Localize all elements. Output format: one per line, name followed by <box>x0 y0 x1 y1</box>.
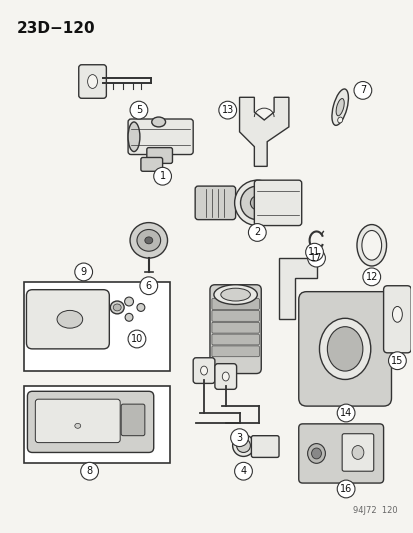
FancyBboxPatch shape <box>298 292 391 406</box>
Text: 10: 10 <box>131 334 143 344</box>
FancyBboxPatch shape <box>211 310 259 321</box>
FancyBboxPatch shape <box>27 391 153 453</box>
FancyBboxPatch shape <box>193 358 214 383</box>
Ellipse shape <box>327 327 362 371</box>
FancyBboxPatch shape <box>128 119 193 155</box>
Ellipse shape <box>200 366 207 375</box>
Ellipse shape <box>361 230 381 260</box>
Ellipse shape <box>337 117 342 123</box>
Ellipse shape <box>124 297 133 306</box>
Ellipse shape <box>356 224 386 266</box>
FancyBboxPatch shape <box>209 285 261 374</box>
Circle shape <box>128 330 145 348</box>
Circle shape <box>153 167 171 185</box>
Circle shape <box>81 462 98 480</box>
Ellipse shape <box>331 89 348 125</box>
Circle shape <box>75 263 93 281</box>
FancyBboxPatch shape <box>214 364 236 389</box>
Ellipse shape <box>110 301 124 314</box>
Ellipse shape <box>250 196 263 210</box>
Text: 4: 4 <box>240 466 246 476</box>
Text: 1: 1 <box>159 171 165 181</box>
Ellipse shape <box>137 303 145 311</box>
Ellipse shape <box>113 304 121 311</box>
Ellipse shape <box>232 435 254 456</box>
FancyBboxPatch shape <box>211 334 259 345</box>
Ellipse shape <box>137 230 160 251</box>
Circle shape <box>353 82 371 99</box>
Circle shape <box>362 268 380 286</box>
FancyBboxPatch shape <box>298 424 383 483</box>
Ellipse shape <box>311 448 320 459</box>
Ellipse shape <box>75 423 81 429</box>
Circle shape <box>337 404 354 422</box>
FancyBboxPatch shape <box>147 148 172 164</box>
FancyBboxPatch shape <box>211 298 259 310</box>
Circle shape <box>140 277 157 295</box>
Ellipse shape <box>125 313 133 321</box>
FancyBboxPatch shape <box>341 434 373 471</box>
Ellipse shape <box>307 443 325 463</box>
Text: 2: 2 <box>254 228 260 238</box>
Ellipse shape <box>130 223 167 258</box>
Ellipse shape <box>236 439 250 453</box>
Ellipse shape <box>57 310 83 328</box>
FancyBboxPatch shape <box>26 289 109 349</box>
Circle shape <box>248 223 266 241</box>
Text: 12: 12 <box>365 272 377 282</box>
Bar <box>24 386 170 463</box>
FancyBboxPatch shape <box>251 435 278 457</box>
Text: 8: 8 <box>86 466 93 476</box>
FancyBboxPatch shape <box>211 346 259 357</box>
Text: 94J72  120: 94J72 120 <box>352 506 396 515</box>
Ellipse shape <box>222 372 229 381</box>
Text: 5: 5 <box>135 105 142 115</box>
Circle shape <box>130 101 147 119</box>
Text: 14: 14 <box>339 408 351 418</box>
Ellipse shape <box>392 306 401 322</box>
Text: 13: 13 <box>221 105 233 115</box>
Circle shape <box>305 244 323 261</box>
Text: 16: 16 <box>339 484 351 494</box>
FancyBboxPatch shape <box>211 322 259 333</box>
Ellipse shape <box>152 117 165 127</box>
Bar <box>24 282 170 370</box>
Circle shape <box>387 352 405 369</box>
Circle shape <box>218 101 236 119</box>
Ellipse shape <box>240 186 273 220</box>
Text: 23D−120: 23D−120 <box>17 21 95 36</box>
FancyBboxPatch shape <box>35 399 120 442</box>
FancyBboxPatch shape <box>78 64 106 98</box>
FancyBboxPatch shape <box>140 157 162 171</box>
Ellipse shape <box>351 446 363 459</box>
FancyBboxPatch shape <box>121 404 145 435</box>
Ellipse shape <box>145 237 152 244</box>
Ellipse shape <box>234 180 279 225</box>
Polygon shape <box>278 258 316 319</box>
Ellipse shape <box>220 288 250 301</box>
FancyBboxPatch shape <box>195 186 235 220</box>
Text: 7: 7 <box>359 85 365 95</box>
FancyBboxPatch shape <box>254 180 301 225</box>
Text: 15: 15 <box>390 356 403 366</box>
Circle shape <box>337 480 354 498</box>
FancyBboxPatch shape <box>383 286 410 353</box>
Ellipse shape <box>128 122 140 151</box>
Ellipse shape <box>335 99 343 116</box>
Text: 6: 6 <box>145 281 152 290</box>
Ellipse shape <box>319 318 370 379</box>
Circle shape <box>234 462 252 480</box>
Text: 3: 3 <box>236 433 242 443</box>
Ellipse shape <box>88 75 97 88</box>
Text: 9: 9 <box>81 267 87 277</box>
Circle shape <box>307 249 325 267</box>
Ellipse shape <box>214 285 257 304</box>
Polygon shape <box>239 98 288 166</box>
Text: 11: 11 <box>308 247 320 257</box>
Circle shape <box>230 429 248 447</box>
Text: 17: 17 <box>310 253 322 263</box>
